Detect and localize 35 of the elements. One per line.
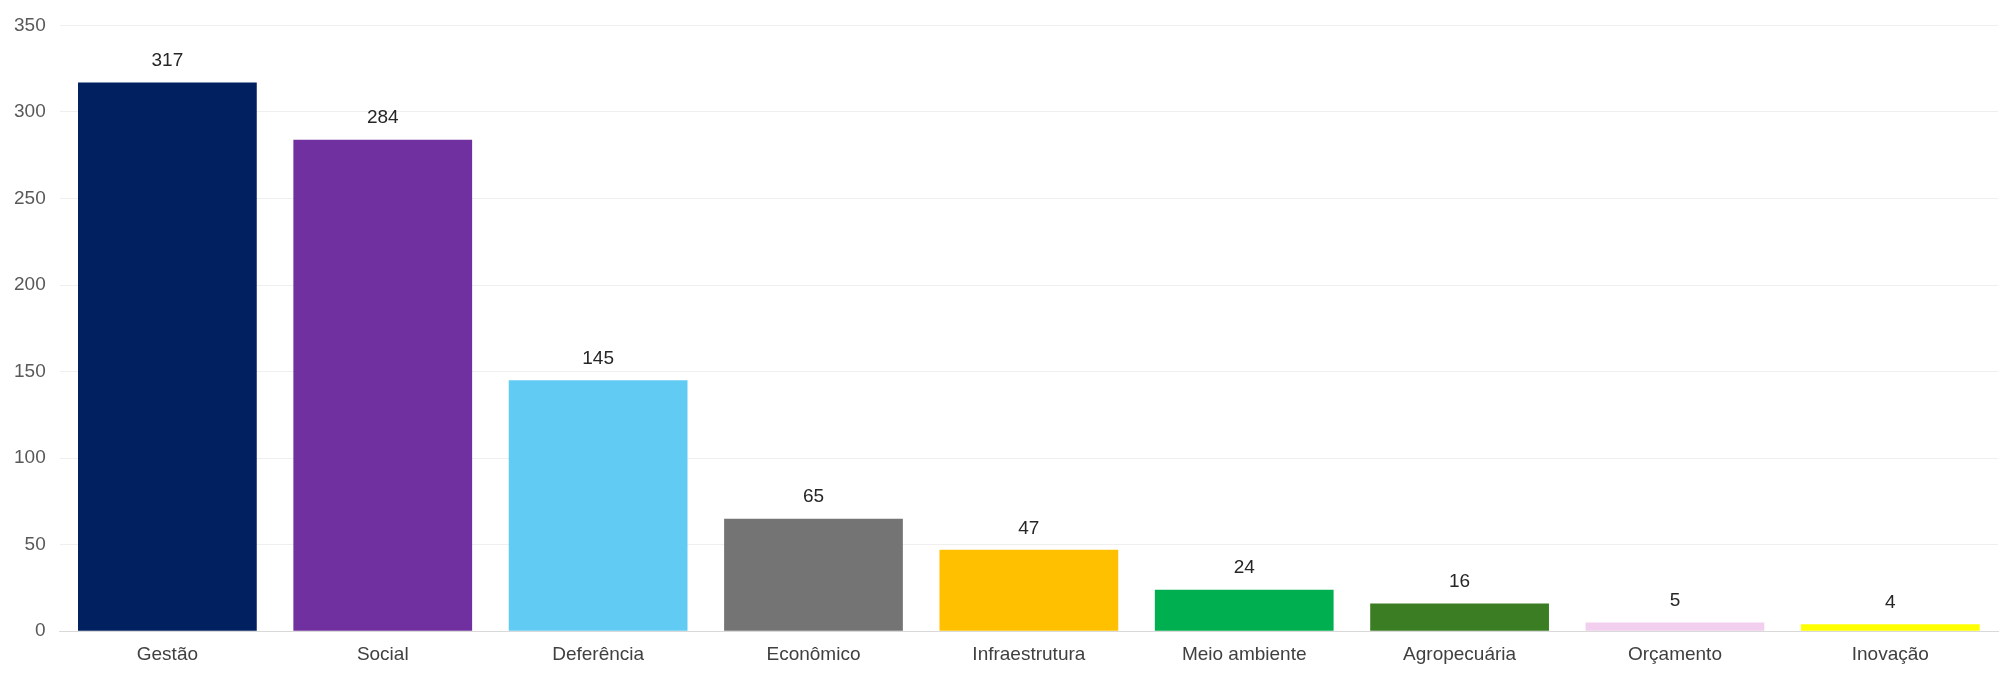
bar — [1585, 622, 1765, 631]
data-label: 47 — [1018, 516, 1040, 538]
x-tick-label: Infraestrutura — [972, 642, 1086, 664]
bar — [724, 518, 903, 631]
bar — [939, 549, 1119, 631]
data-label: 65 — [802, 485, 825, 507]
y-tick-label: 0 — [35, 619, 46, 641]
bar — [508, 380, 688, 631]
bar — [1370, 603, 1549, 631]
x-tick-label: Inovação — [1851, 642, 1929, 664]
y-tick-label: 150 — [14, 359, 46, 381]
bar — [293, 139, 473, 631]
data-label: 4 — [1885, 591, 1897, 613]
y-tick-label: 200 — [14, 273, 46, 295]
data-label: 284 — [366, 106, 400, 128]
y-tick-label: 50 — [24, 532, 46, 554]
data-label: 145 — [582, 346, 614, 368]
data-label: 24 — [1233, 556, 1256, 578]
x-tick-label: Social — [356, 642, 409, 664]
x-tick-label: Gestão — [136, 642, 199, 664]
y-tick-label: 100 — [14, 446, 46, 468]
bar — [78, 82, 257, 631]
bar — [1800, 624, 1980, 631]
data-label: 317 — [151, 49, 184, 71]
data-label: 5 — [1669, 589, 1681, 611]
y-tick-label: 300 — [14, 100, 46, 122]
x-tick-label: Orçamento — [1627, 642, 1722, 664]
y-tick-label: 250 — [14, 186, 46, 208]
x-tick-label: Deferência — [552, 642, 645, 664]
bar — [1154, 589, 1334, 631]
data-label: 16 — [1449, 570, 1471, 592]
x-tick-label: Meio ambiente — [1181, 642, 1307, 664]
x-tick-label: Econômico — [766, 642, 861, 664]
x-tick-label: Agropecuária — [1403, 642, 1517, 664]
y-tick-label: 350 — [14, 13, 46, 35]
